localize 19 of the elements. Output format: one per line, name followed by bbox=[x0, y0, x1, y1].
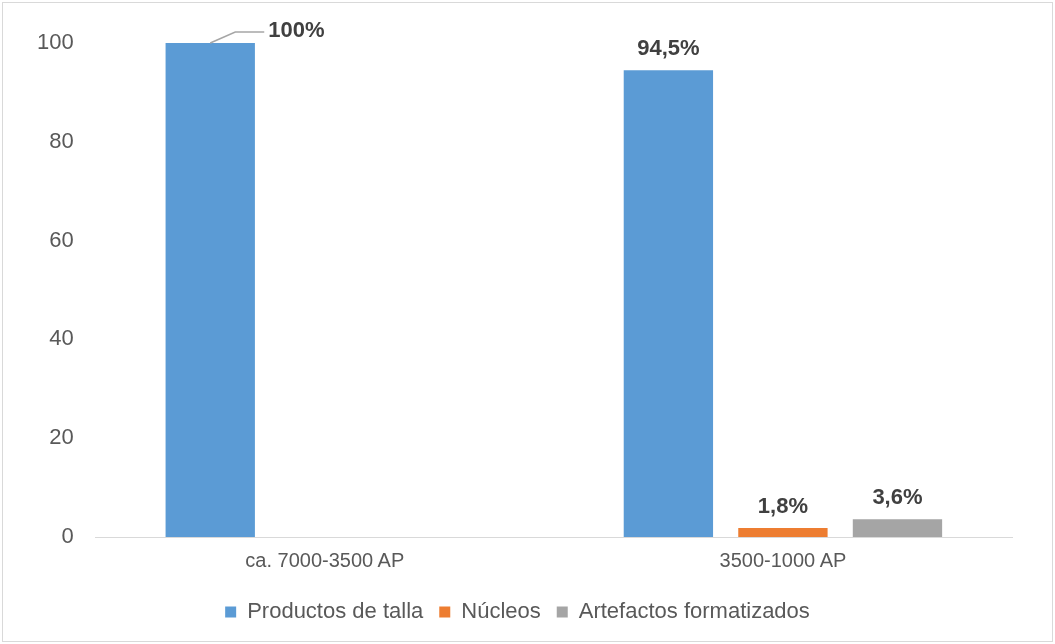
y-tick-label: 100 bbox=[36, 29, 74, 55]
bar bbox=[738, 528, 828, 537]
x-tick-label: 3500-1000 AP bbox=[719, 548, 847, 571]
y-tick-label: 60 bbox=[49, 226, 74, 252]
y-tick-label: 80 bbox=[49, 127, 74, 153]
x-tick-label: ca. 7000-3500 AP bbox=[245, 548, 405, 571]
legend-label: Productos de talla bbox=[247, 598, 425, 624]
data-label: 100% bbox=[268, 17, 325, 43]
data-label: 1,8% bbox=[757, 493, 808, 519]
legend-label: Núcleos bbox=[461, 598, 541, 624]
bar bbox=[852, 519, 943, 537]
bar bbox=[623, 70, 714, 537]
y-tick-label: 20 bbox=[49, 424, 74, 450]
data-label: 94,5% bbox=[637, 35, 700, 61]
data-label: 3,6% bbox=[872, 484, 923, 510]
y-tick-label: 0 bbox=[61, 523, 74, 549]
legend-label: Artefactos formatizados bbox=[578, 598, 810, 624]
bar bbox=[165, 43, 255, 537]
y-tick-label: 40 bbox=[49, 325, 74, 351]
